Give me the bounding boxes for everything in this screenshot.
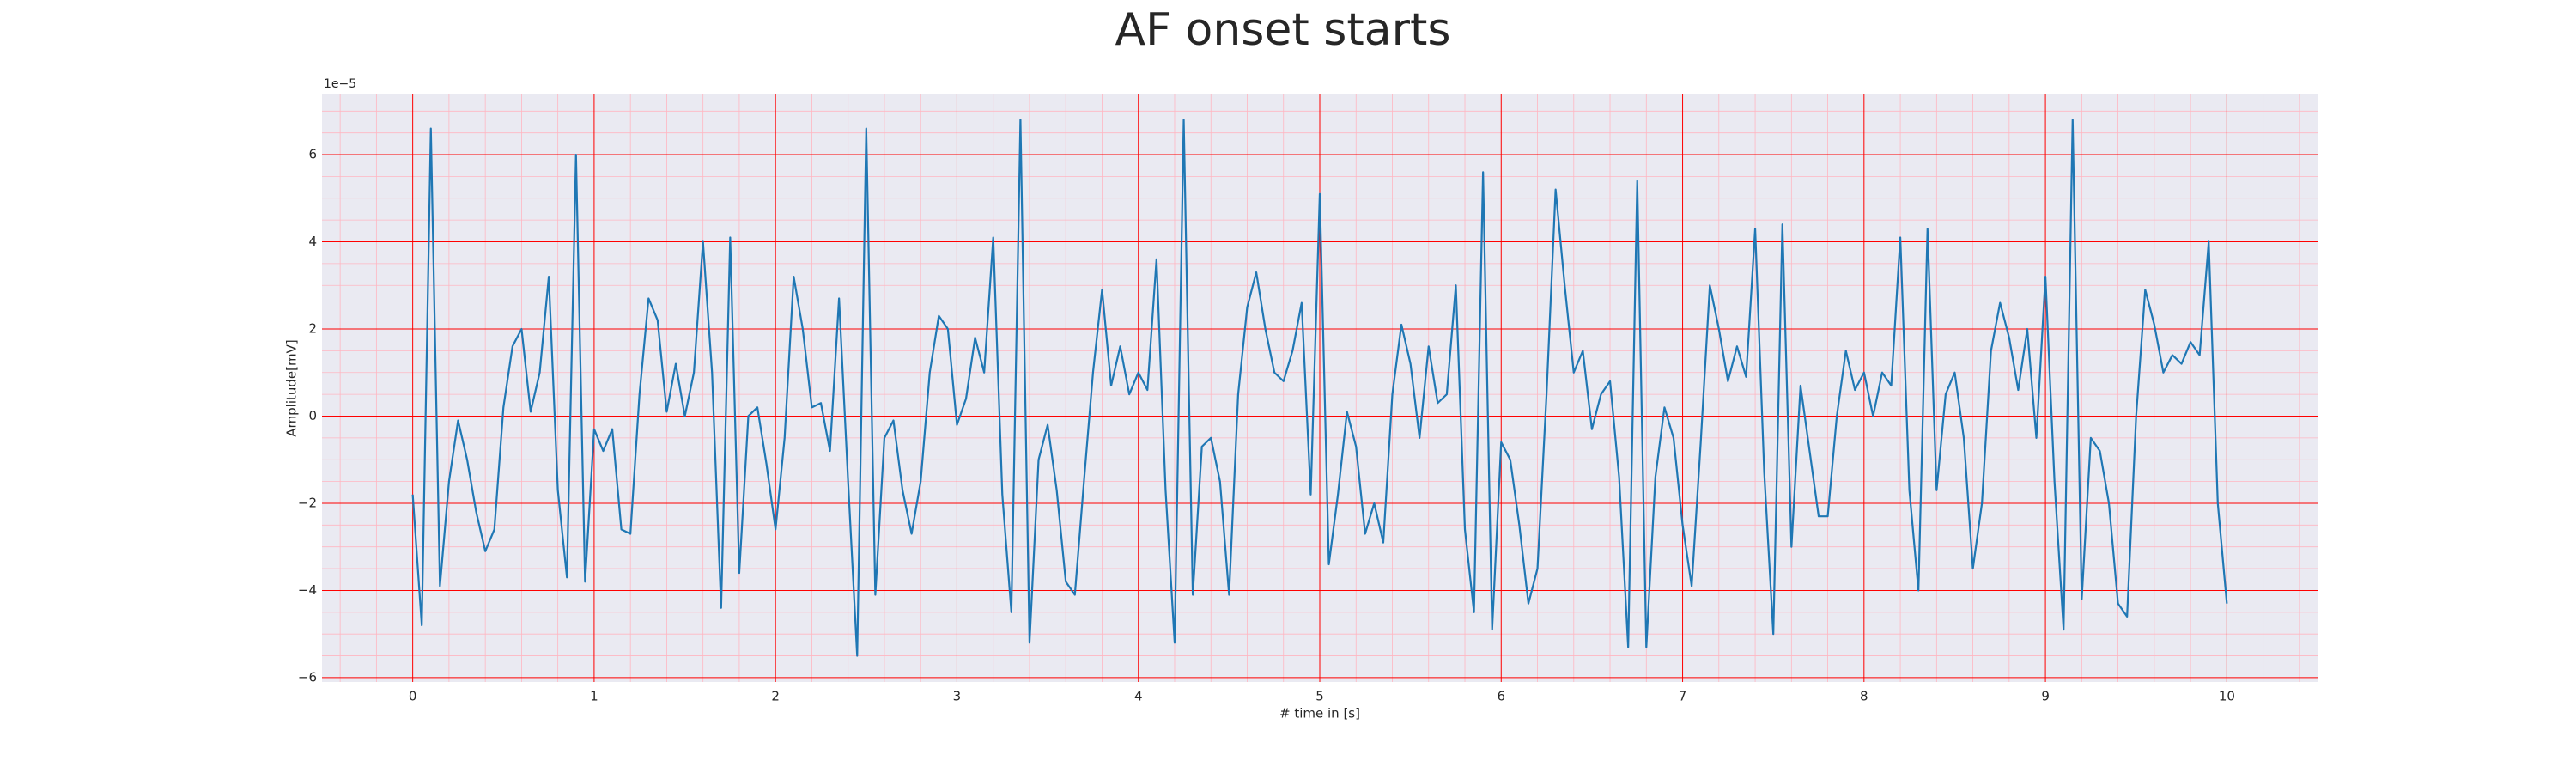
offset-text: 1e−5 (324, 77, 356, 91)
y-tick-label: −6 (298, 669, 317, 685)
y-tick-label: 2 (308, 321, 317, 337)
x-tick-label: 6 (1497, 689, 1505, 704)
x-tick-label: 8 (1860, 689, 1868, 704)
x-tick-label: 0 (409, 689, 417, 704)
y-tick-label: 4 (308, 234, 317, 249)
y-axis-label: Amplitude[mV] (284, 339, 300, 436)
y-tick-label: −4 (298, 582, 317, 598)
line-series (411, 119, 2228, 657)
x-tick-label: 2 (771, 689, 780, 704)
y-tick-label: 6 (308, 147, 317, 162)
x-tick-label: 3 (953, 689, 962, 704)
x-tick-label: 1 (590, 689, 598, 704)
y-tick-label: −2 (298, 495, 317, 510)
x-tick-label: 5 (1315, 689, 1324, 704)
x-axis-label: # time in [s] (1279, 706, 1360, 721)
y-tick-label: 0 (308, 408, 317, 423)
x-tick-label: 10 (2219, 689, 2235, 704)
chart-title: AF onset starts (1115, 4, 1451, 56)
x-tick-label: 9 (2041, 689, 2050, 704)
x-tick-label: 7 (1679, 689, 1687, 704)
x-tick-label: 4 (1134, 689, 1143, 704)
